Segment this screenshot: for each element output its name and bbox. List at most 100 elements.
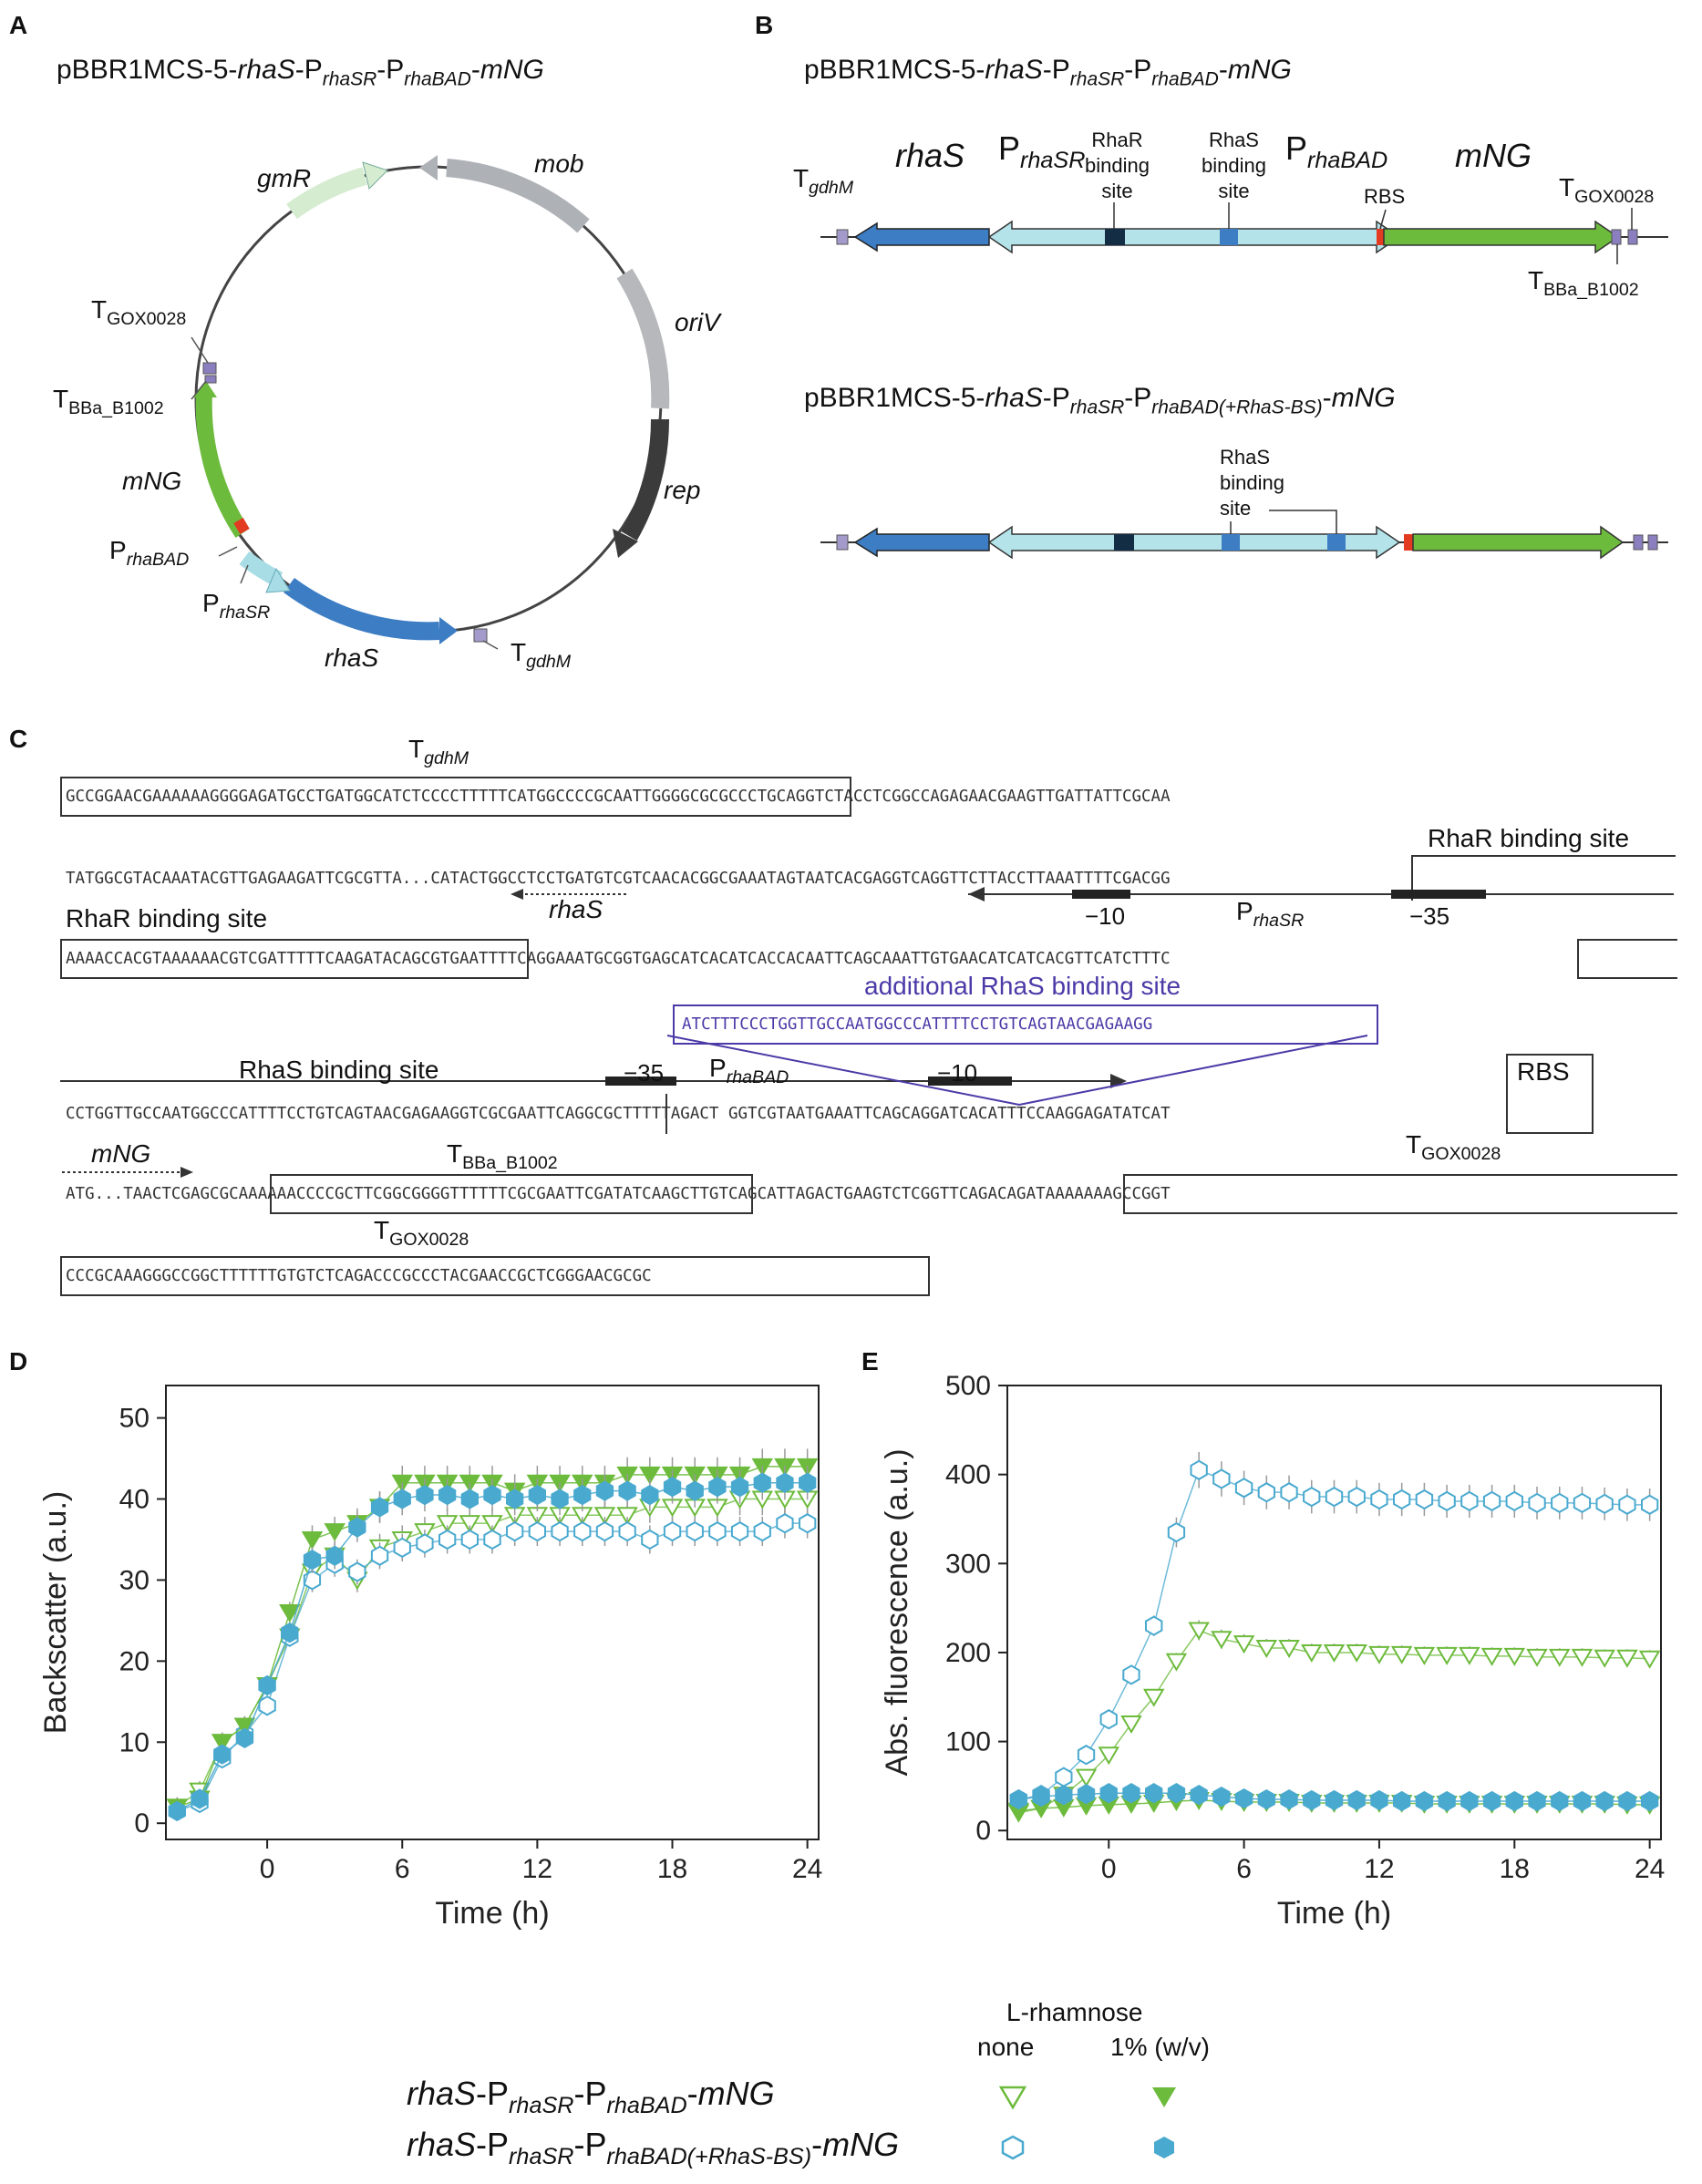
data-point [348, 1561, 366, 1582]
c-tgdhm-label: TgdhM [408, 735, 469, 768]
data-point [573, 1484, 592, 1506]
data-point [303, 1570, 322, 1591]
c-mng-label: mNG [91, 1139, 151, 1168]
data-point [301, 1530, 324, 1550]
rhas-site-block [1220, 229, 1238, 245]
data-point [1301, 1643, 1323, 1663]
mng-arrowhead [193, 381, 217, 397]
legend-marker-tri-filled [1152, 2087, 1176, 2107]
c-addl-label: additional RhaS binding site [864, 972, 1181, 1000]
tgdhm-label: TgdhM [511, 638, 572, 672]
y-axis-label: Abs. fluorescence (a.u.) [880, 1448, 914, 1776]
data-point [1505, 1790, 1523, 1812]
y-tick-label: 200 [945, 1638, 991, 1668]
data-point [416, 1533, 434, 1554]
oriv-label: oriV [675, 308, 720, 336]
panel-label-d: D [9, 1347, 28, 1375]
data-point [1075, 1768, 1098, 1787]
c-prhasr-label: PrhaSR [1236, 897, 1305, 931]
plot-frame [165, 1385, 820, 1840]
data-point [235, 1727, 254, 1748]
b-rhar-site-label: RhaR binding site [1085, 129, 1150, 202]
tgox-box-1 [1123, 1174, 1677, 1214]
x-tick-label: 6 [1236, 1854, 1252, 1884]
data-point [686, 1480, 704, 1501]
insert-box [673, 1004, 1378, 1045]
data-point [393, 1489, 411, 1509]
c-m35-label-2: −35 [624, 1059, 665, 1087]
c-rhar-label-2: RhaR binding site [66, 904, 268, 932]
x-axis-label: Time (h) [1277, 1896, 1391, 1931]
data-point [1370, 1489, 1388, 1510]
plasmid-a-title: pBBR1MCS-5-rhaS-PrhaSR-PrhaBAD-mNG [57, 55, 544, 90]
rhas-box-end [60, 1094, 667, 1134]
c-rhas-label: rhaS [549, 895, 603, 923]
data-point [258, 1695, 276, 1716]
data-point [1415, 1489, 1434, 1510]
data-point [1212, 1786, 1231, 1808]
tgdhm-box [60, 777, 851, 817]
series-3 [168, 1466, 817, 1822]
rhar-box-1 [1411, 855, 1676, 901]
data-point [1257, 1482, 1275, 1503]
data-point [573, 1520, 592, 1542]
rhas-label: rhaS [325, 644, 379, 672]
legend-none: none [977, 2033, 1035, 2061]
prhasr-label: PrhaSR [202, 589, 271, 623]
x-tick-label: 6 [395, 1854, 410, 1884]
data-point [1278, 1640, 1300, 1659]
x-tick-label: 0 [1101, 1854, 1117, 1884]
data-point [1303, 1486, 1321, 1508]
data-point [1325, 1486, 1344, 1508]
mob-gene-arc [446, 159, 590, 233]
rep-arrowhead [613, 529, 638, 558]
data-point [1459, 1646, 1480, 1665]
series-3 [1009, 1783, 1659, 1812]
data-point [438, 1484, 457, 1506]
data-point [618, 1480, 636, 1501]
c-m10-label-2: −10 [937, 1059, 978, 1087]
data-point [1573, 1790, 1592, 1812]
rhas-arrowhead [439, 617, 458, 644]
legend-row-2: rhaS-PrhaSR-PrhaBAD(+RhaS-BS)-mNG [407, 2126, 900, 2169]
rbs-box [1506, 1054, 1594, 1134]
data-point [730, 1520, 749, 1542]
gmr-gene-arc [286, 167, 367, 220]
c-tbba-label: TBBa_B1002 [447, 1139, 558, 1173]
data-point [1323, 1643, 1346, 1663]
data-point [213, 1744, 232, 1765]
data-point [1551, 1492, 1569, 1514]
mng-gene-block [1383, 220, 1620, 254]
data-point [1413, 1646, 1436, 1665]
seq-line-6: CCCGCAAAGGGCCGGCTTTTTTGTGTCTCAGACCCGCCCT… [66, 1267, 652, 1285]
b-prhabad-label: PrhaBAD [1285, 129, 1388, 173]
data-point [1188, 1622, 1210, 1641]
data-point [1211, 1631, 1233, 1650]
data-point [641, 1529, 659, 1550]
rep-label: rep [664, 476, 701, 504]
data-point [1055, 1785, 1073, 1806]
data-point [416, 1484, 434, 1506]
rhas-box-start [1577, 939, 1677, 979]
data-point [799, 1513, 817, 1534]
data-point [663, 1477, 682, 1498]
data-point [1573, 1492, 1592, 1514]
b-tgdhm-label: TgdhM [793, 164, 854, 198]
c-tgox-label-1: TGOX0028 [1406, 1130, 1501, 1164]
data-point [438, 1529, 457, 1550]
data-point [281, 1623, 299, 1643]
b-mng-label: mNG [1455, 137, 1532, 174]
construct-2 [820, 510, 1668, 560]
data-point [1280, 1482, 1298, 1503]
tgox-box-2 [60, 1256, 930, 1296]
rbs-block [1377, 229, 1384, 245]
construct-b-title-2: pBBR1MCS-5-rhaS-PrhaSR-PrhaBAD(+RhaS-BS)… [804, 383, 1396, 418]
x-tick-label: 12 [1364, 1854, 1394, 1884]
data-point [1347, 1789, 1366, 1811]
data-point [1482, 1490, 1501, 1512]
data-point [460, 1529, 479, 1550]
c-prhabad-label: PrhaBAD [709, 1054, 789, 1087]
c-m35-label-1: −35 [1409, 902, 1450, 930]
data-point [528, 1520, 546, 1542]
